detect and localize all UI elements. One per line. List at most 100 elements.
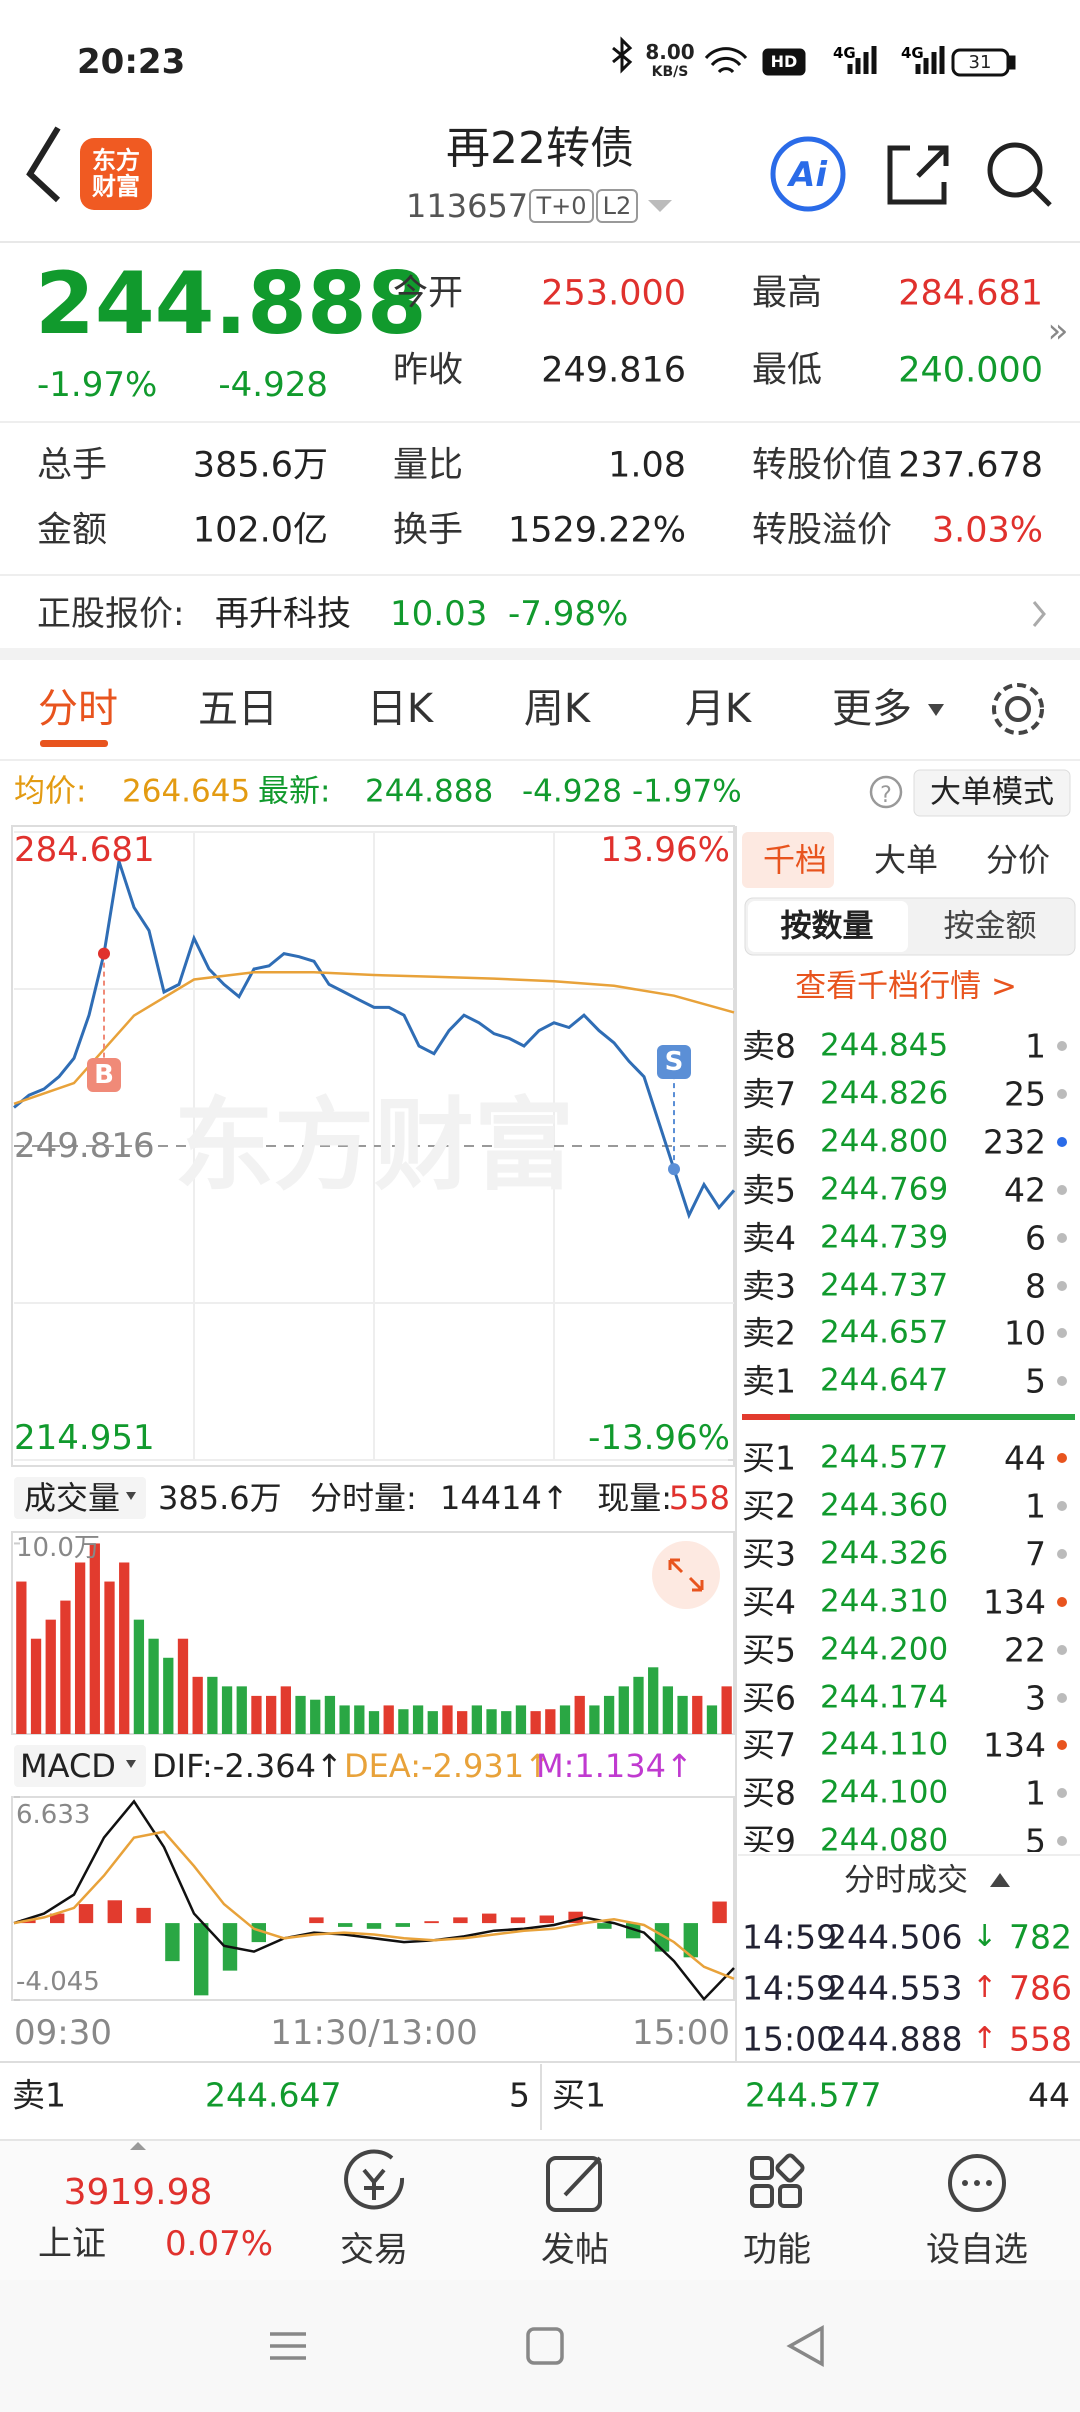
latest-pct: -1.97% [632,773,742,810]
trades-title[interactable]: 分时成交 [844,1862,968,1899]
ai-button[interactable] [770,136,846,212]
security-title: 再22转债 [446,123,634,174]
book-price: 244.769 [820,1171,949,1208]
field-label: 转股价值 [752,445,893,486]
macd-bar [78,1904,94,1924]
period-tab[interactable]: 月K [684,686,752,732]
trade-button[interactable] [344,2149,405,2210]
settings-button[interactable] [992,683,1044,735]
watchlist-button[interactable] [948,2154,1006,2212]
book-side: 买4 [742,1582,796,1622]
share-button[interactable] [887,145,949,205]
menu-key[interactable] [270,2332,306,2360]
trade-qty: 558 [1009,2019,1072,2059]
volume-bar [280,1686,291,1734]
macd-bar [539,1915,554,1924]
expand-button[interactable] [652,1541,720,1609]
book-side: 卖5 [742,1170,796,1210]
period-tab[interactable]: 分时 [38,686,118,732]
ref-label: 正股报价: [37,594,185,634]
tag: L2 [602,192,632,220]
book-dot [1057,1041,1067,1051]
book-dot [1057,1232,1067,1243]
m-label: M:1.134↑ [536,1747,693,1785]
volume-tick-label: 10.0万 [16,1533,100,1563]
volume-bar [163,1657,174,1734]
bar-side: 卖1 [12,2075,66,2115]
tick-volume-label: 分时量: [310,1479,417,1517]
ref-name[interactable]: 再升科技 [215,594,351,634]
volume-bar [559,1705,571,1734]
book-dot [1057,1184,1067,1195]
volume-bar [354,1705,365,1734]
volume-label[interactable]: 成交量 [24,1479,121,1517]
book-price: 244.647 [820,1362,949,1399]
book-qty: 1 [1025,1486,1046,1526]
change-pct: -1.97% [37,365,158,405]
book-subtab[interactable]: 按金额 [943,908,1037,945]
avg-value: 264.645 [122,773,251,810]
book-qty: 232 [983,1122,1046,1162]
book-price: 244.200 [820,1631,949,1668]
book-side: 卖6 [742,1122,796,1162]
back-button[interactable] [26,126,61,203]
nav-item[interactable]: 设自选 [926,2230,1028,2270]
volume-bar [104,1581,115,1734]
nav-item[interactable]: 交易 [340,2230,408,2270]
mode-button[interactable]: 大单模式 [930,774,1054,811]
field-label: 最高 [752,273,823,314]
period-tab[interactable]: 更多 [832,686,912,732]
book-tab[interactable]: 大单 [873,841,939,879]
book-qty: 10 [1004,1313,1046,1353]
macd-tick-label: 6.633 [16,1800,91,1830]
status-icons [612,36,1016,77]
app-logo[interactable] [80,138,152,210]
book-link[interactable]: 查看千档行情 > [795,968,1017,1005]
macd-bar [654,1923,670,1952]
book-tab[interactable]: 千档 [762,841,828,879]
book-tab[interactable]: 分价 [985,841,1051,879]
period-tab[interactable]: 日K [366,686,434,732]
function-button[interactable] [750,2153,805,2208]
nav-item[interactable]: 发帖 [541,2230,609,2270]
book-side: 卖1 [742,1361,796,1401]
nav-item[interactable]: 功能 [743,2230,811,2270]
volume-bar [89,1543,100,1734]
index-value[interactable]: 3919.98 [63,2172,213,2213]
book-price: 244.080 [820,1822,949,1852]
home-key[interactable] [526,2327,564,2365]
annotation-label: S [664,1047,684,1077]
period-tab[interactable]: 周K [523,686,591,732]
macd-bar [338,1923,353,1927]
book-qty: 1 [1025,1026,1046,1066]
battery-level: 31 [968,52,992,73]
macd-label[interactable]: MACD [20,1747,116,1785]
y-tick-label: 284.681 [14,830,155,870]
volume-bar [251,1695,262,1734]
volume-bar [60,1600,71,1734]
volume-bar [515,1705,527,1734]
book-price: 244.110 [820,1726,949,1763]
post-button[interactable] [546,2156,602,2212]
search-button[interactable] [987,142,1052,207]
volume-bar [398,1709,409,1734]
book-qty: 7 [1025,1534,1046,1574]
field-value: 3.03% [931,510,1043,551]
trade-price: 244.506 [826,1917,963,1957]
latest-label: 最新: [258,773,331,810]
svg-text:Ai: Ai [786,155,828,195]
book-subtab[interactable]: 按数量 [780,908,874,945]
bar-side: 买1 [552,2075,606,2115]
volume-bar [457,1711,468,1734]
trade-time: 15:00 [742,2019,838,2059]
book-side: 买7 [742,1725,796,1765]
period-tab[interactable]: 五日 [198,686,278,732]
volume-bar [545,1709,556,1734]
annotation-box [87,1058,121,1092]
back-key[interactable] [786,2325,824,2367]
book-price: 244.360 [820,1487,949,1524]
trade-time: 14:59 [742,1968,838,2008]
field-value: 284.681 [898,273,1043,314]
svg-text:4G: 4G [901,44,924,62]
